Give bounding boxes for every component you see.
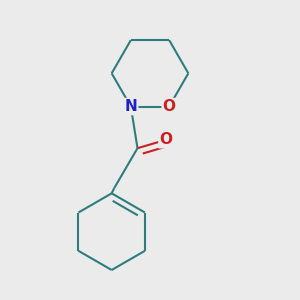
Text: O: O (163, 99, 176, 114)
Text: O: O (159, 132, 172, 147)
Text: N: N (124, 99, 137, 114)
